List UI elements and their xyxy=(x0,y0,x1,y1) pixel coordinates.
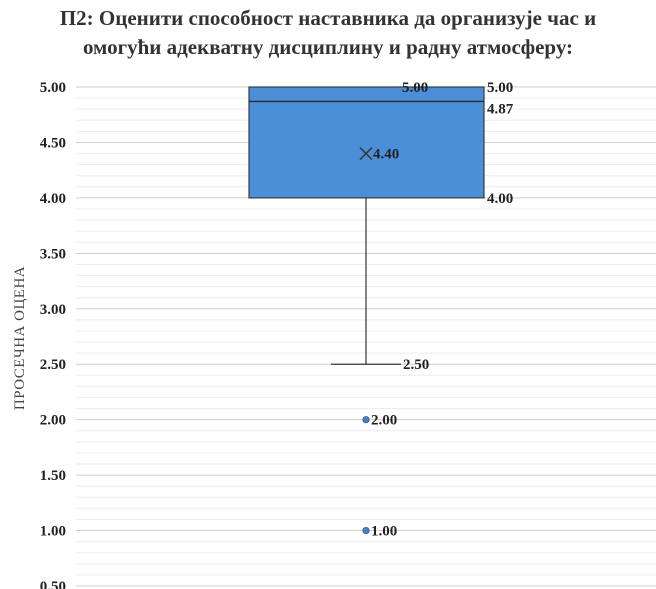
data-label: 5.00 xyxy=(487,80,513,96)
y-tick-label: 2.00 xyxy=(40,413,66,429)
outlier-point xyxy=(362,526,370,535)
outlier-point xyxy=(362,416,370,424)
y-tick-label: 5.00 xyxy=(40,80,66,96)
iqr-box xyxy=(248,86,485,199)
y-tick-label: 3.00 xyxy=(40,302,66,318)
data-label: 2.00 xyxy=(371,413,397,429)
data-labels: 5.00 5.00 4.87 4.40 4.00 2.50 2.00 1.00 xyxy=(371,80,514,540)
y-axis-ticks: 5.00 4.50 4.00 3.50 3.00 2.50 2.00 1.50 1.00 0.50 xyxy=(40,80,66,589)
y-tick-label: 4.50 xyxy=(40,135,66,151)
y-tick-label: 2.50 xyxy=(40,357,66,373)
y-tick-label: 0.50 xyxy=(40,579,66,589)
data-label: 4.00 xyxy=(487,191,513,207)
y-tick-label: 4.00 xyxy=(40,191,66,207)
data-label: 4.87 xyxy=(487,101,514,117)
mean-marker xyxy=(359,146,373,161)
data-label: 5.00 xyxy=(402,80,428,96)
chart-title: П2: Оценити способност наставника да орг… xyxy=(0,4,656,62)
data-label: 4.40 xyxy=(373,147,399,163)
y-tick-label: 3.50 xyxy=(40,246,66,262)
y-tick-label: 1.00 xyxy=(40,524,66,540)
y-tick-label: 1.50 xyxy=(40,468,66,484)
box-plot-marks xyxy=(248,86,485,535)
chart-title-line-1: П2: Оценити способност наставника да орг… xyxy=(59,6,597,30)
data-label: 1.00 xyxy=(371,524,397,540)
y-axis-label: ПРОСЕЧНА ОЦЕНА xyxy=(12,266,28,410)
chart-title-line-2: омогући адекватну дисциплину и радну атм… xyxy=(82,35,574,59)
data-label: 2.50 xyxy=(403,357,429,373)
